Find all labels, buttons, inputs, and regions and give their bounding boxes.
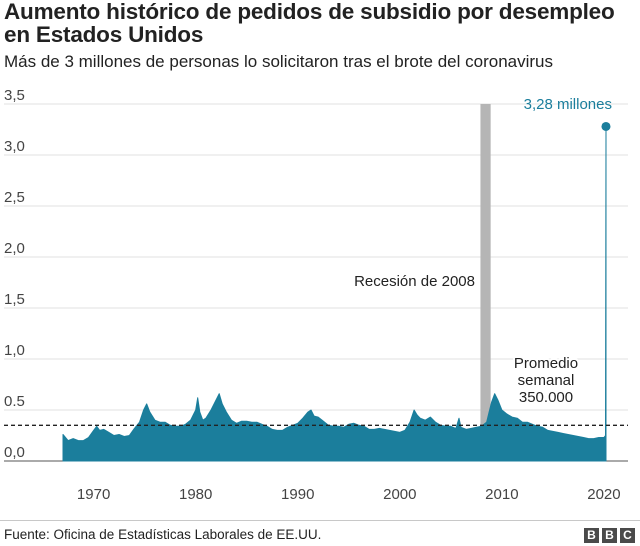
peak-label: 3,28 millones (524, 96, 612, 113)
average-label-line: semanal (518, 372, 575, 389)
y-tick-label: 1,5 (4, 291, 25, 308)
y-tick-label: 2,0 (4, 240, 25, 257)
y-tick-label: 1,0 (4, 342, 25, 359)
x-tick-label: 2000 (383, 486, 416, 503)
x-tick-label: 2010 (485, 486, 518, 503)
y-tick-label: 0,0 (4, 444, 25, 461)
footer-divider (0, 520, 640, 521)
series-area-group (62, 125, 607, 462)
x-tick-label: 1970 (77, 486, 110, 503)
claims-area (62, 125, 607, 462)
peak-marker (601, 121, 611, 131)
logo-letter-c: C (620, 528, 635, 543)
logo-letter-b1: B (584, 528, 599, 543)
x-tick-label: 1980 (179, 486, 212, 503)
x-axis-ticks: 1970 1980 1990 2000 2010 2020 (77, 486, 621, 503)
recession-band (480, 104, 491, 461)
logo-letter-b2: B (602, 528, 617, 543)
recession-band-group (480, 104, 491, 461)
x-tick-label: 2020 (587, 486, 620, 503)
y-tick-label: 2,5 (4, 189, 25, 206)
y-tick-label: 3,0 (4, 138, 25, 155)
chart-title: Aumento histórico de pedidos de subsidio… (4, 0, 615, 47)
recession-label: Recesión de 2008 (354, 273, 475, 290)
y-tick-label: 0.5 (4, 393, 25, 410)
chart-subtitle: Más de 3 millones de personas lo solicit… (4, 52, 553, 71)
average-label-line: Promedio (514, 355, 578, 372)
source-note: Fuente: Oficina de Estadísticas Laborale… (4, 527, 322, 542)
annotations: 3,28 millones Recesión de 2008 Promediosem… (354, 96, 612, 408)
x-tick-label: 1990 (281, 486, 314, 503)
gridlines (4, 103, 628, 462)
bbc-logo: B B C (584, 528, 635, 543)
average-label-line: 350.000 (519, 389, 573, 406)
y-axis-ticks: 0,0 0.5 1,0 1,5 2,0 2,5 3,0 3,5 (4, 87, 25, 461)
y-tick-label: 3,5 (4, 87, 25, 104)
